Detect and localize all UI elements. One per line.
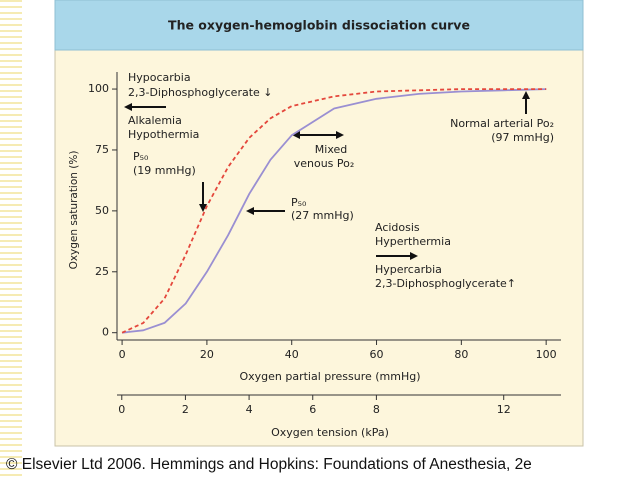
x2-tick-label: 2	[182, 403, 189, 416]
x2-tick-label: 8	[373, 403, 380, 416]
y-tick-label: 75	[95, 143, 109, 156]
annotation: Hypercarbia	[375, 263, 442, 276]
x-tick-label: 0	[119, 348, 126, 361]
annotation: Mixed	[315, 143, 347, 156]
annotation: Alkalemia	[128, 114, 182, 127]
annotation: Hyperthermia	[375, 235, 451, 248]
annotation: P₅₀	[291, 196, 307, 209]
annotation: P₅₀	[133, 150, 149, 163]
x2-tick-label: 0	[118, 403, 125, 416]
curve	[121, 88, 547, 334]
annotation: 2,3-Diphosphoglycerate↑	[375, 277, 516, 290]
annotation: Acidosis	[375, 221, 420, 234]
x-axis-label: Oxygen partial pressure (mmHg)	[239, 370, 420, 383]
annotation: Normal arterial Po₂	[450, 117, 554, 130]
footer: © Elsevier Ltd 2006. Hemmings and Hopkin…	[6, 456, 532, 473]
annotation: (27 mmHg)	[291, 209, 354, 222]
x2-tick-label: 12	[497, 403, 511, 416]
x2-tick-label: 6	[309, 403, 316, 416]
curve	[121, 88, 547, 334]
x-tick-label: 40	[285, 348, 299, 361]
y-axis-label: Oxygen saturation (%)	[68, 151, 80, 270]
x2-tick-label: 4	[246, 403, 253, 416]
annotations: Hypocarbia 2,3-Diphosphoglycerate ↓ Alka…	[124, 71, 554, 290]
annotation: Hypocarbia	[128, 71, 191, 84]
x-tick-label: 60	[370, 348, 384, 361]
annotation: Hypothermia	[128, 128, 199, 141]
decor-strip	[0, 0, 22, 479]
x-tick-label: 20	[200, 348, 214, 361]
annotation: (97 mmHg)	[491, 131, 554, 144]
chart-title: The oxygen-hemoglobin dissociation curve	[168, 18, 470, 33]
y-tick-label: 25	[95, 265, 109, 278]
x-tick-label: 80	[454, 348, 468, 361]
x2-axis-label: Oxygen tension (kPa)	[271, 426, 389, 439]
annotation: venous Po₂	[294, 157, 355, 170]
y-tick-label: 0	[102, 326, 109, 339]
title-bar	[54, 0, 584, 51]
y-tick-label: 50	[95, 204, 109, 217]
x-tick-label: 100	[536, 348, 557, 361]
annotation: 2,3-Diphosphoglycerate ↓	[128, 86, 273, 99]
y-tick-label: 100	[88, 82, 109, 95]
chart: The oxygen-hemoglobin dissociation curve…	[54, 0, 584, 447]
annotation: (19 mmHg)	[133, 164, 196, 177]
figure-bg	[54, 0, 584, 447]
